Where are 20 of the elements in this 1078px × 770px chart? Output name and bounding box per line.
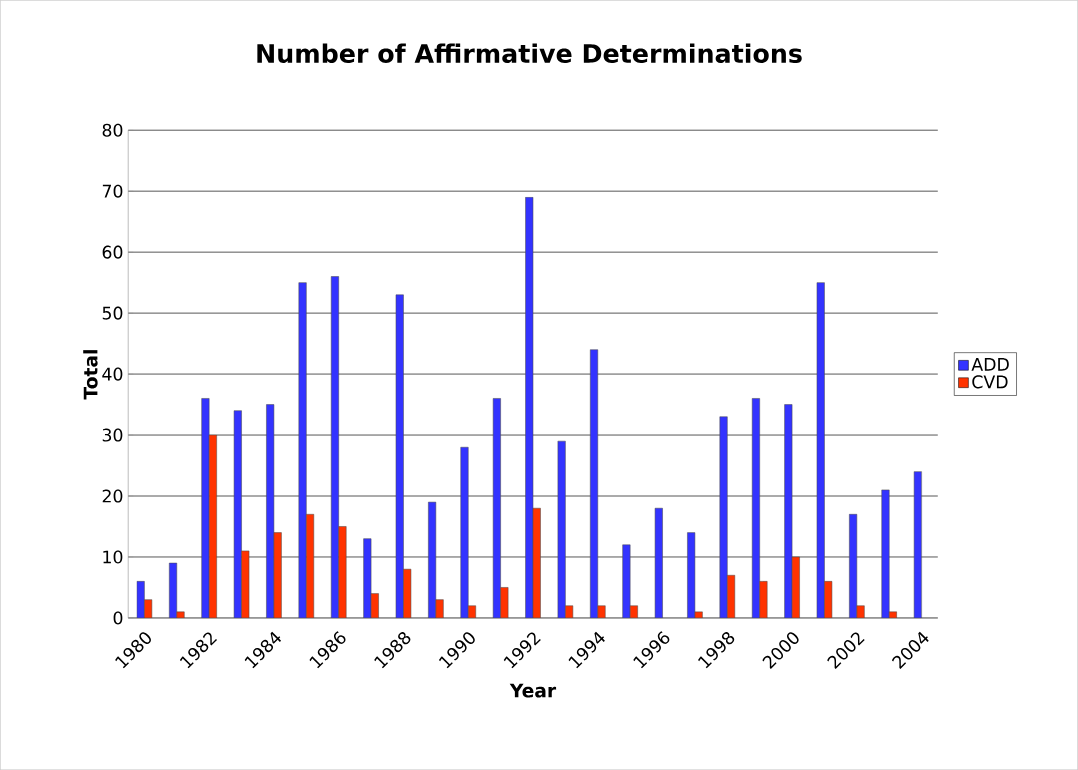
y-tick-label: 0 bbox=[113, 611, 123, 625]
legend-label: CVD bbox=[972, 375, 1008, 389]
y-tick-label: 70 bbox=[102, 184, 123, 198]
y-tick-label: 30 bbox=[102, 428, 123, 442]
bar bbox=[201, 398, 210, 618]
chart-title: Number of Affirmative Determinations bbox=[257, 43, 802, 63]
y-tick-label: 20 bbox=[102, 489, 123, 503]
legend-label: ADD bbox=[971, 357, 1009, 371]
y-tick-label: 40 bbox=[102, 367, 123, 381]
bar bbox=[460, 446, 469, 618]
y-tick-label: 60 bbox=[102, 245, 123, 259]
bar bbox=[622, 544, 631, 618]
y-tick-label: 50 bbox=[102, 306, 123, 320]
x-axis-title: Year bbox=[509, 683, 557, 698]
y-axis-title: Total bbox=[83, 350, 98, 400]
bar bbox=[881, 489, 890, 618]
y-tick-label: 80 bbox=[102, 123, 123, 137]
y-tick-label: 10 bbox=[103, 550, 123, 564]
bar bbox=[298, 282, 307, 618]
bar bbox=[719, 416, 728, 618]
